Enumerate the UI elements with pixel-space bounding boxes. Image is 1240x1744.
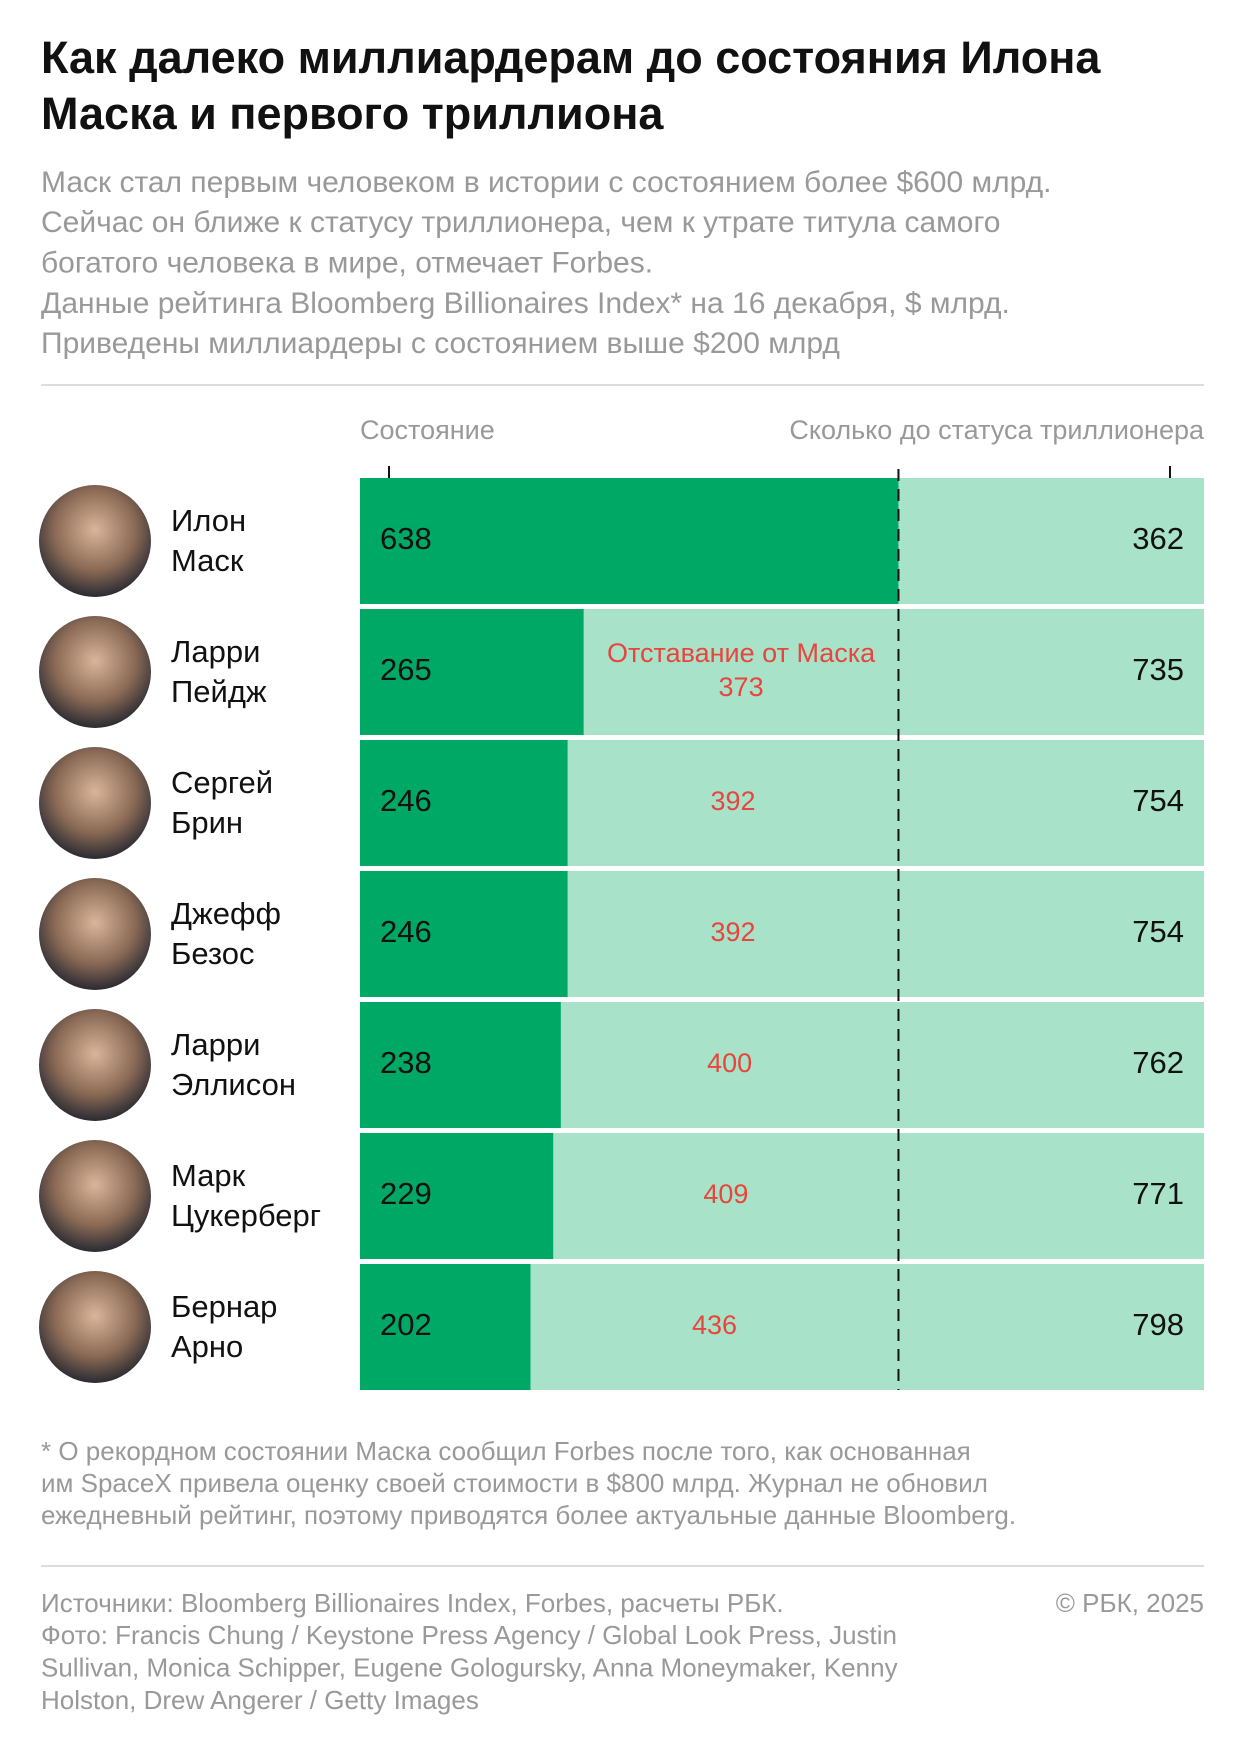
subtitle: Данные рейтинга Bloomberg Billionaires I… [41,287,1010,320]
subtitle: богатого человека в мире, отмечает Forbe… [41,247,653,280]
wealth-label: 229 [380,1176,432,1211]
remaining-bar [530,1264,1204,1390]
remaining-label: 771 [1132,1176,1184,1211]
sources: Holston, Drew Angerer / Getty Images [41,1685,479,1715]
remaining-bar [567,871,1204,997]
wealth-bar [360,1133,554,1259]
gap-label: 392 [711,917,756,947]
remaining-bar [567,740,1204,866]
remaining-bar [898,478,1204,604]
person-name: Сергей Брин [171,765,274,840]
person-name: Марк Цукерберг [171,1158,322,1233]
sources: Фото: Francis Chung / Keystone Press Age… [41,1620,897,1650]
photo [39,1140,151,1252]
title: Маска и первого триллиона [41,88,664,139]
column-header: Сколько до статуса триллионера [789,415,1205,445]
remaining-label: 754 [1132,783,1184,818]
photo [39,878,151,990]
wealth-label: 238 [380,1045,432,1080]
remaining-label: 735 [1132,652,1184,687]
gap-legend: Отставание от Маска [607,638,876,668]
person-name: Ларри Эллисон [171,1027,296,1102]
photo [39,1271,151,1383]
footnote: * О рекордном состоянии Маска сообщил Fo… [41,1436,971,1466]
gap-label: 436 [692,1310,737,1340]
subtitle: Приведены миллиардеры с состоянием выше … [41,327,840,360]
person-name: Илон Маск [171,503,247,578]
photo [39,1009,151,1121]
wealth-bar [360,609,584,735]
subtitle: Маск стал первым человеком в истории с с… [41,166,1051,199]
remaining-bar [560,1002,1204,1128]
wealth-label: 265 [380,652,432,687]
wealth-label: 638 [380,521,432,556]
person-name: Джефф Безос [171,896,281,971]
wealth-bar [360,1264,531,1390]
gap-label: 373 [719,672,764,702]
copyright: © РБК, 2025 [1056,1588,1204,1618]
title: Как далеко миллиардерам до состояния Ило… [41,32,1101,83]
wealth-bar [360,1002,561,1128]
remaining-label: 754 [1132,914,1184,949]
wealth-bar [360,871,568,997]
remaining-label: 762 [1132,1045,1184,1080]
remaining-bar [583,609,1204,735]
wealth-bar [360,478,899,604]
remaining-label: 362 [1132,521,1184,556]
person-name: Ларри Пейдж [171,634,267,709]
sources: Sullivan, Monica Schipper, Eugene Gologu… [41,1652,898,1682]
wealth-label: 246 [380,783,432,818]
footnote: им SpaceX привела оценку своей стоимости… [41,1468,988,1498]
gap-label: 392 [711,786,756,816]
wealth-label: 202 [380,1307,432,1342]
subtitle: Сейчас он ближе к статусу триллионера, ч… [41,206,1000,239]
column-header: Состояние [360,415,495,445]
person-name: Бернар Арно [171,1289,278,1364]
gap-label: 400 [707,1048,752,1078]
photo [39,747,151,859]
sources: Источники: Bloomberg Billionaires Index,… [41,1588,784,1618]
wealth-label: 246 [380,914,432,949]
photo [39,485,151,597]
remaining-label: 798 [1132,1307,1184,1342]
wealth-bar [360,740,568,866]
footnote: ежедневный рейтинг, поэтому приводятся б… [41,1500,1016,1530]
photo [39,616,151,728]
gap-label: 409 [703,1179,748,1209]
remaining-bar [553,1133,1204,1259]
